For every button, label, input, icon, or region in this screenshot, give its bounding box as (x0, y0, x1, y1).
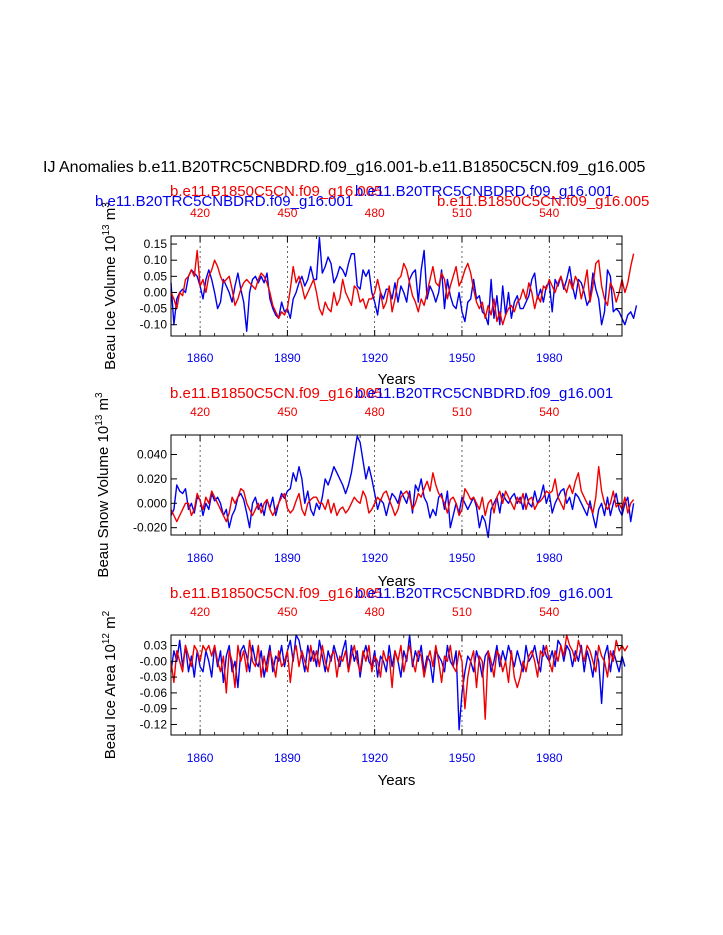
legend-right-label: b.e11.B20TRC5CNBDRD.f09_g16.001 (355, 183, 613, 200)
x-tick-label-top: 420 (190, 206, 210, 220)
y-tick-label: -0.12 (140, 717, 168, 731)
y-tick-label: 0.00 (144, 285, 168, 299)
y-axis-units-base: 10 (102, 236, 119, 257)
y-tick-label: 0.05 (144, 269, 168, 283)
x-axis-label: Years (378, 573, 416, 590)
y-axis-units-m: m (95, 398, 112, 415)
x-tick-label-top: 480 (365, 605, 385, 619)
panel-1: 0.15 0.10 0.05 0.00 -0.05 -0.10 1860 1890 1920 19… (95, 183, 649, 388)
x-axis-label: Years (378, 371, 416, 388)
x-tick-label-top: 540 (539, 605, 559, 619)
series-line-red (170, 466, 635, 523)
x-tick-label-bottom: 1950 (449, 551, 476, 565)
x-tick-label-top: 540 (539, 405, 559, 419)
x-tick-label-bottom: 1950 (449, 751, 476, 765)
x-tick-label-bottom: 1890 (274, 351, 301, 365)
y-axis-units-power: 2 (101, 610, 112, 616)
y-axis-units-base: 10 (95, 426, 112, 447)
y-tick-label: -0.05 (140, 302, 168, 316)
series-line-blue (170, 236, 638, 332)
x-tick-label-bottom: 1920 (361, 751, 388, 765)
y-axis-units-power: 3 (101, 202, 112, 208)
panel-2: 0.040 0.020 0.000 -0.020 1860 1890 1920 1950 198… (94, 385, 635, 590)
panel-3: 0.03-0.00 -0.03 -0.06 -0.09-0.12 1860 1890 192… (101, 585, 629, 789)
x-tick-label-bottom: 1980 (536, 551, 563, 565)
x-tick-label-bottom: 1980 (536, 351, 563, 365)
x-tick-label-top: 510 (452, 605, 472, 619)
series-line-blue (170, 435, 635, 539)
figure-title: IJ Anomalies b.e11.B20TRC5CNBDRD.f09_g16… (43, 159, 646, 176)
x-tick-label-top: 480 (365, 405, 385, 419)
x-tick-label-top: 450 (277, 605, 297, 619)
y-axis-units-exponent: 13 (101, 224, 112, 236)
x-tick-label-bottom: 1920 (361, 351, 388, 365)
y-axis-label-text: Beau Snow Volume (95, 447, 112, 578)
y-tick-label: 0.10 (144, 253, 168, 267)
x-tick-label-top: 480 (365, 206, 385, 220)
y-axis-label: Beau Snow Volume 1013 m3 (94, 392, 112, 578)
x-tick-label-bottom: 1890 (274, 751, 301, 765)
legend-left-label: b.e11.B1850C5CN.f09_g16.005 (170, 385, 382, 402)
x-tick-label-top: 450 (277, 405, 297, 419)
legend-left-label: b.e11.B1850C5CN.f09_g16.005 (170, 585, 382, 602)
legend-left-label: b.e11.B20TRC5CNBDRD.f09_g16.001 (95, 193, 353, 210)
y-axis-label-text: Beau Ice Area (102, 664, 119, 759)
y-tick-label: 0.03 (144, 639, 168, 653)
y-tick-label: -0.03 (140, 670, 168, 684)
x-tick-label-bottom: 1950 (449, 351, 476, 365)
x-tick-label-bottom: 1920 (361, 551, 388, 565)
series-line-red (170, 634, 629, 720)
x-tick-label-bottom: 1860 (187, 351, 214, 365)
x-tick-label-top: 450 (277, 206, 297, 220)
y-axis-units-m: m (102, 208, 119, 225)
series-line-red (170, 249, 635, 326)
x-tick-label-top: 510 (452, 405, 472, 419)
legend-right-label-2: b.e11.B1850C5CN.f09_g16.005 (437, 193, 649, 210)
y-tick-label: -0.00 (140, 654, 168, 668)
panels: 0.15 0.10 0.05 0.00 -0.05 -0.10 1860 1890 1920 19… (94, 183, 649, 789)
x-axis-label: Years (378, 772, 416, 789)
y-axis-units-exponent: 13 (94, 414, 105, 426)
y-axis-units-m: m (102, 616, 119, 633)
x-tick-label-top: 420 (190, 605, 210, 619)
plot-frame (170, 634, 623, 736)
y-axis-units-power: 3 (94, 392, 105, 398)
x-tick-label-bottom: 1980 (536, 751, 563, 765)
y-axis-units-exponent: 12 (101, 633, 112, 645)
y-tick-label: 0.020 (137, 472, 167, 486)
legend-left-label-2: b.e11.B1850C5CN.f09_g16.005 (170, 183, 382, 200)
y-axis-label-text: Beau Ice Volume (102, 256, 119, 369)
y-axis-label: Beau Ice Volume 1013 m3 (101, 202, 119, 370)
plot-frame (170, 235, 623, 337)
y-tick-label: -0.09 (140, 702, 168, 716)
x-tick-label-top: 540 (539, 206, 559, 220)
plot-frame (170, 434, 623, 536)
y-tick-label: 0.000 (137, 496, 167, 510)
y-tick-label: 0.040 (137, 448, 167, 462)
x-tick-label-bottom: 1860 (187, 551, 214, 565)
y-axis-units-base: 10 (102, 644, 119, 665)
y-tick-label: -0.020 (133, 521, 167, 535)
legend-right-label: b.e11.B20TRC5CNBDRD.f09_g16.001 (355, 385, 613, 402)
y-tick-label: -0.10 (140, 318, 168, 332)
x-tick-label-bottom: 1860 (187, 751, 214, 765)
y-tick-label: 0.15 (144, 237, 168, 251)
x-tick-label-bottom: 1890 (274, 551, 301, 565)
y-tick-label: -0.06 (140, 686, 168, 700)
legend-right-label: b.e11.B20TRC5CNBDRD.f09_g16.001 (355, 585, 613, 602)
x-tick-label-top: 510 (452, 206, 472, 220)
x-tick-label-top: 420 (190, 405, 210, 419)
y-axis-label: Beau Ice Area 1012 m2 (101, 610, 119, 759)
